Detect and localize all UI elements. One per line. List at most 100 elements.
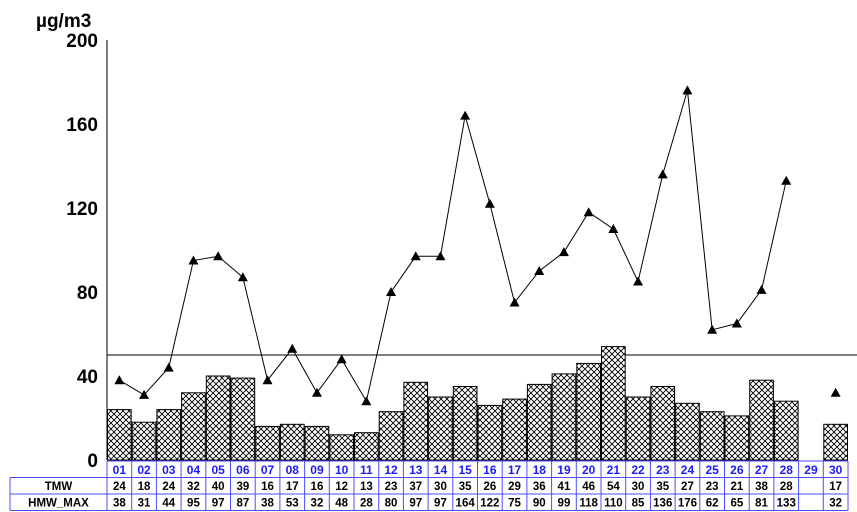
bar-28 — [773, 400, 799, 461]
day-label-09: 09 — [310, 463, 324, 477]
cell-tmw-25: 23 — [706, 481, 719, 493]
bar-13 — [403, 381, 429, 461]
y-tick-label: 160 — [66, 115, 98, 136]
day-label-15: 15 — [458, 463, 472, 477]
day-label-16: 16 — [483, 463, 497, 477]
cell-tmw-24: 27 — [681, 481, 694, 493]
day-label-01: 01 — [113, 463, 127, 477]
point-09 — [311, 387, 322, 397]
cell-tmw-09: 16 — [311, 481, 324, 493]
bar-03 — [156, 409, 182, 461]
cell-tmw-19: 41 — [558, 481, 571, 493]
point-05 — [213, 251, 224, 261]
point-21 — [608, 224, 619, 233]
day-label-21: 21 — [607, 463, 621, 477]
day-label-17: 17 — [508, 463, 522, 477]
cell-tmw-30: 17 — [829, 481, 842, 493]
cell-tmw-22: 30 — [632, 481, 645, 493]
cell-tmw-06: 39 — [236, 481, 249, 493]
y-tick-label: 200 — [66, 31, 98, 52]
bar-07 — [255, 425, 280, 461]
day-label-03: 03 — [162, 463, 176, 477]
point-17 — [509, 297, 520, 307]
day-label-23: 23 — [656, 463, 670, 477]
point-15 — [460, 110, 471, 120]
point-14 — [435, 251, 446, 261]
bar-15 — [452, 386, 478, 461]
bar-11 — [354, 432, 379, 461]
cell-hmw_max-10: 48 — [335, 498, 348, 510]
day-label-27: 27 — [755, 463, 769, 477]
cell-tmw-27: 38 — [755, 481, 768, 493]
point-16 — [484, 198, 495, 208]
day-label-14: 14 — [434, 463, 448, 477]
cell-tmw-13: 37 — [409, 481, 422, 493]
point-08 — [287, 343, 298, 353]
tmw-bars — [107, 346, 848, 461]
hmw-max-line-path — [119, 90, 787, 403]
cell-hmw_max-22: 85 — [632, 498, 645, 510]
y-axis-unit-label: µg/m3 — [36, 11, 91, 32]
cell-hmw_max-05: 97 — [212, 498, 225, 510]
cell-hmw_max-25: 62 — [706, 498, 719, 510]
point-26 — [731, 318, 742, 328]
point-20 — [583, 207, 594, 217]
cell-hmw_max-27: 81 — [755, 498, 768, 510]
cell-hmw_max-08: 53 — [286, 498, 299, 510]
cell-hmw_max-15: 164 — [456, 498, 476, 510]
bar-26 — [724, 415, 750, 461]
bar-21 — [601, 346, 626, 461]
day-label-08: 08 — [286, 463, 300, 477]
day-label-06: 06 — [236, 463, 250, 477]
day-label-10: 10 — [335, 463, 349, 477]
bar-27 — [749, 379, 774, 461]
y-tick-label: 40 — [77, 367, 98, 388]
point-02 — [139, 389, 150, 399]
day-label-07: 07 — [261, 463, 275, 477]
cell-hmw_max-24: 176 — [678, 498, 697, 510]
day-label-18: 18 — [533, 463, 547, 477]
point-30 — [830, 387, 841, 397]
cell-hmw_max-02: 31 — [138, 498, 151, 510]
bar-25 — [699, 411, 725, 461]
bar-12 — [378, 411, 404, 461]
bar-06 — [230, 377, 256, 461]
cell-hmw_max-18: 90 — [533, 498, 546, 510]
day-label-24: 24 — [681, 463, 695, 477]
cell-hmw_max-26: 65 — [730, 498, 743, 510]
cell-tmw-04: 32 — [187, 481, 200, 493]
point-12 — [386, 287, 397, 296]
cell-hmw_max-16: 122 — [480, 498, 499, 510]
bar-01 — [107, 409, 132, 461]
data-table: 01 02 03 04 05 06 07 08 09 10 11 12 13 14 15 16 17 18 19 20… — [9, 460, 849, 511]
hmw-max-line — [114, 85, 841, 406]
point-19 — [558, 247, 569, 257]
cell-hmw_max-21: 110 — [604, 498, 623, 510]
cell-tmw-17: 29 — [508, 481, 521, 493]
cell-hmw_max-30: 32 — [829, 498, 842, 510]
cell-tmw-03: 24 — [162, 481, 175, 493]
bar-14 — [428, 396, 453, 461]
bar-19 — [551, 373, 577, 461]
point-06 — [237, 272, 248, 282]
cell-tmw-18: 36 — [533, 481, 546, 493]
bar-09 — [304, 425, 330, 461]
bar-05 — [205, 375, 231, 461]
bar-04 — [181, 392, 206, 461]
day-label-13: 13 — [409, 463, 423, 477]
point-10 — [336, 354, 347, 364]
cell-tmw-26: 21 — [730, 481, 743, 493]
point-18 — [534, 266, 545, 275]
point-24 — [682, 85, 693, 95]
bar-08 — [279, 423, 305, 461]
cell-tmw-11: 13 — [360, 481, 373, 493]
cell-tmw-15: 35 — [459, 481, 472, 493]
cell-tmw-02: 18 — [138, 481, 151, 493]
cell-tmw-10: 12 — [335, 481, 348, 493]
bar-16 — [477, 404, 503, 461]
point-23 — [657, 169, 668, 179]
bar-23 — [650, 386, 676, 461]
point-25 — [707, 324, 718, 334]
day-label-19: 19 — [557, 463, 571, 477]
